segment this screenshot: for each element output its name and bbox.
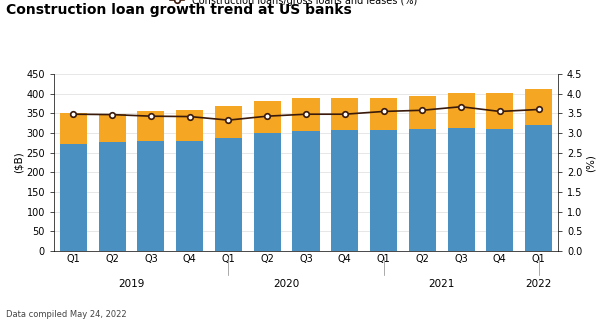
Y-axis label: (%): (%) <box>586 154 595 172</box>
Bar <box>176 141 203 251</box>
Bar <box>448 93 475 128</box>
Bar <box>448 128 475 251</box>
Bar <box>254 134 281 251</box>
Bar <box>60 144 87 251</box>
Bar <box>215 138 242 251</box>
Bar <box>486 93 514 129</box>
Text: Data compiled May 24, 2022: Data compiled May 24, 2022 <box>6 310 127 319</box>
Bar <box>331 130 358 251</box>
Bar <box>409 97 436 129</box>
Text: 2021: 2021 <box>428 279 455 289</box>
Bar <box>60 113 87 144</box>
Text: 2020: 2020 <box>274 279 300 289</box>
Bar <box>176 110 203 141</box>
Bar <box>137 141 164 251</box>
Bar <box>98 114 126 142</box>
Bar <box>409 129 436 251</box>
Bar <box>370 129 397 251</box>
Bar <box>292 131 320 251</box>
Legend: Nonresidential construction loans ($B), Residential construction loans ($B), Con: Nonresidential construction loans ($B), … <box>170 0 418 6</box>
Y-axis label: ($B): ($B) <box>14 152 23 174</box>
Text: 2019: 2019 <box>118 279 145 289</box>
Bar <box>525 89 552 125</box>
Bar <box>525 125 552 251</box>
Bar <box>254 101 281 134</box>
Bar <box>137 111 164 141</box>
Bar <box>486 129 514 251</box>
Bar <box>292 99 320 131</box>
Bar <box>331 98 358 130</box>
Bar <box>370 98 397 129</box>
Bar <box>98 142 126 251</box>
Text: Construction loan growth trend at US banks: Construction loan growth trend at US ban… <box>6 3 352 17</box>
Bar <box>215 106 242 138</box>
Text: 2022: 2022 <box>526 279 552 289</box>
